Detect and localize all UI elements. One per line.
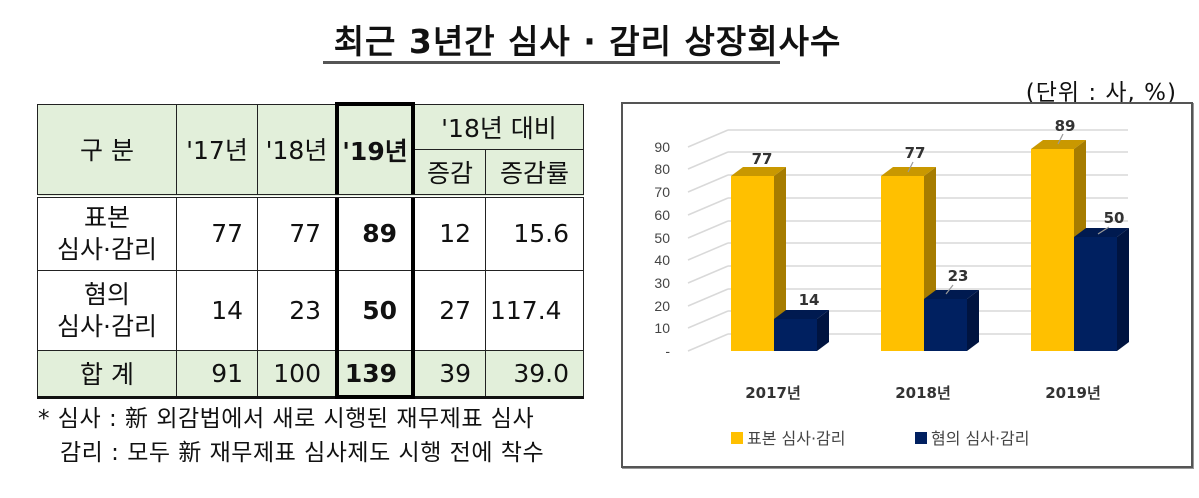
unit-label: (단위 : 사, %) xyxy=(1025,80,1177,106)
row-label: 혐의 심사·감리 xyxy=(37,270,177,351)
bar-group-2017 xyxy=(731,167,829,351)
bar-sample-2017 xyxy=(731,176,774,351)
svg-text:2018년: 2018년 xyxy=(895,384,951,402)
bar-suspicion-2018 xyxy=(924,299,967,351)
cell-2017: 77 xyxy=(176,193,258,271)
svg-text:90: 90 xyxy=(654,139,670,155)
label-sample-2017: 77 xyxy=(752,150,773,168)
cell-change-rate: 15.6 xyxy=(485,193,584,271)
title-underline xyxy=(323,61,780,64)
legend-swatch-suspicion xyxy=(915,432,927,444)
cell-2018: 77 xyxy=(257,193,338,271)
label-sample-2018: 77 xyxy=(905,144,926,162)
svg-text:60: 60 xyxy=(654,207,670,223)
cell-2018: 23 xyxy=(257,270,338,351)
legend: 표본 심사·감리 혐의 심사·감리 xyxy=(731,429,1030,448)
total-2019: 139 xyxy=(335,350,415,399)
page-title: 최근 3년간 심사 · 감리 상장회사수 xyxy=(333,22,842,61)
svg-text:70: 70 xyxy=(654,184,670,200)
cell-2019: 89 xyxy=(335,193,415,271)
data-table: 구 분 '17년 '18년 '19년 '18년 대비 증감 증감률 표본 심사·… xyxy=(37,102,584,399)
total-label: 합 계 xyxy=(37,350,177,399)
label-sample-2019: 89 xyxy=(1055,117,1076,135)
legend-label-sample: 표본 심사·감리 xyxy=(747,429,846,448)
bar-group-2019 xyxy=(1031,140,1129,351)
svg-text:50: 50 xyxy=(654,230,670,246)
svg-text:80: 80 xyxy=(654,161,670,177)
label-leaders xyxy=(907,133,1110,295)
total-2018: 100 xyxy=(257,350,338,399)
header-change: 증감 xyxy=(412,148,486,196)
table-row: 표본 심사·감리 77 77 89 12 15.6 xyxy=(37,193,584,271)
svg-text:-: - xyxy=(665,343,670,359)
cell-2017: 14 xyxy=(176,270,258,351)
row-label: 표본 심사·감리 xyxy=(37,193,177,271)
cell-2019: 50 xyxy=(335,270,415,351)
bar-chart: - 10 20 30 40 50 60 70 80 90 xyxy=(621,102,1193,468)
svg-text:10: 10 xyxy=(654,320,670,336)
legend-swatch-sample xyxy=(731,432,743,444)
header-change-rate: 증감률 xyxy=(485,148,584,196)
svg-text:2017년: 2017년 xyxy=(745,384,801,402)
header-2019: '19년 xyxy=(335,102,415,196)
svg-text:2019년: 2019년 xyxy=(1045,384,1101,402)
total-change-rate: 39.0 xyxy=(485,350,584,399)
y-axis-ticks: - 10 20 30 40 50 60 70 80 90 xyxy=(654,139,670,359)
bar-suspicion-2019 xyxy=(1074,237,1117,351)
total-2017: 91 xyxy=(176,350,258,399)
table-row: 혐의 심사·감리 14 23 50 27 117.4 xyxy=(37,270,584,351)
header-2018: '18년 xyxy=(257,103,338,196)
footnote: * 심사 : 新 외감법에서 새로 시행된 재무제표 심사 감리 : 모두 新 … xyxy=(38,402,544,470)
label-suspicion-2018: 23 xyxy=(948,267,969,285)
label-suspicion-2017: 14 xyxy=(799,291,820,309)
label-suspicion-2019: 50 xyxy=(1104,209,1125,227)
legend-label-suspicion: 혐의 심사·감리 xyxy=(931,429,1030,448)
table-row-total: 합 계 91 100 139 39 39.0 xyxy=(37,350,584,399)
data-labels: 77 77 89 14 23 50 xyxy=(752,117,1125,309)
bar-sample-2018 xyxy=(881,176,924,351)
bar-group-2018 xyxy=(881,167,979,351)
svg-text:40: 40 xyxy=(654,252,670,268)
cell-change: 27 xyxy=(412,270,486,351)
footnote-line-2: 감리 : 모두 新 재무제표 심사제도 시행 전에 착수 xyxy=(60,440,545,466)
svg-text:20: 20 xyxy=(654,298,670,314)
header-vs-2018: '18년 대비 xyxy=(412,103,584,150)
cell-change-rate: 117.4 xyxy=(485,270,584,351)
bar-sample-2019 xyxy=(1031,149,1074,351)
total-change: 39 xyxy=(412,350,486,399)
header-category: 구 분 xyxy=(37,103,177,196)
bar-suspicion-2017 xyxy=(774,319,817,351)
chart-canvas: - 10 20 30 40 50 60 70 80 90 xyxy=(654,117,1129,448)
cell-change: 12 xyxy=(412,193,486,271)
footnote-line-1: * 심사 : 新 외감법에서 새로 시행된 재무제표 심사 xyxy=(38,406,535,432)
x-axis-categories: 2017년 2018년 2019년 xyxy=(745,384,1101,402)
header-2017: '17년 xyxy=(176,103,258,196)
svg-text:30: 30 xyxy=(654,275,670,291)
